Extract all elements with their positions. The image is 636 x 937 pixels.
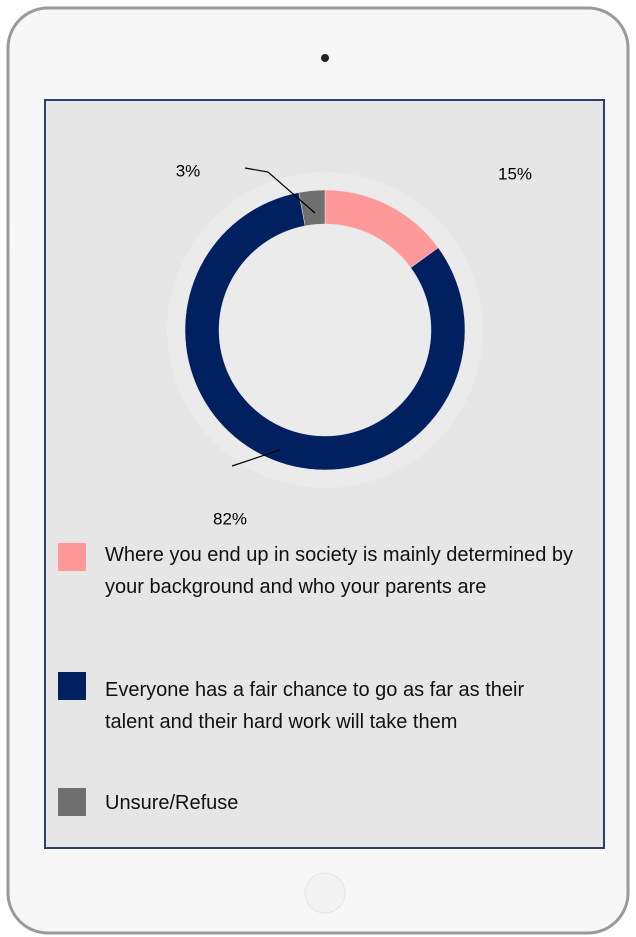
slice bbox=[298, 189, 326, 227]
home-button bbox=[304, 872, 346, 914]
legend-swatch bbox=[58, 672, 86, 700]
camera bbox=[321, 54, 329, 62]
legend-swatch bbox=[58, 543, 86, 571]
slice bbox=[184, 192, 466, 471]
data-label: 15% bbox=[498, 164, 532, 183]
legend-swatch bbox=[58, 788, 86, 816]
legend-label: Where you end up in society is mainly de… bbox=[105, 544, 574, 598]
data-label: 82% bbox=[213, 509, 247, 528]
legend-label: Unsure/Refuse bbox=[105, 792, 239, 814]
legend-label: Everyone has a fair chance to go as far … bbox=[105, 679, 525, 733]
leader-line bbox=[231, 449, 281, 467]
data-label: 3% bbox=[176, 161, 201, 180]
leader-line bbox=[244, 167, 316, 214]
